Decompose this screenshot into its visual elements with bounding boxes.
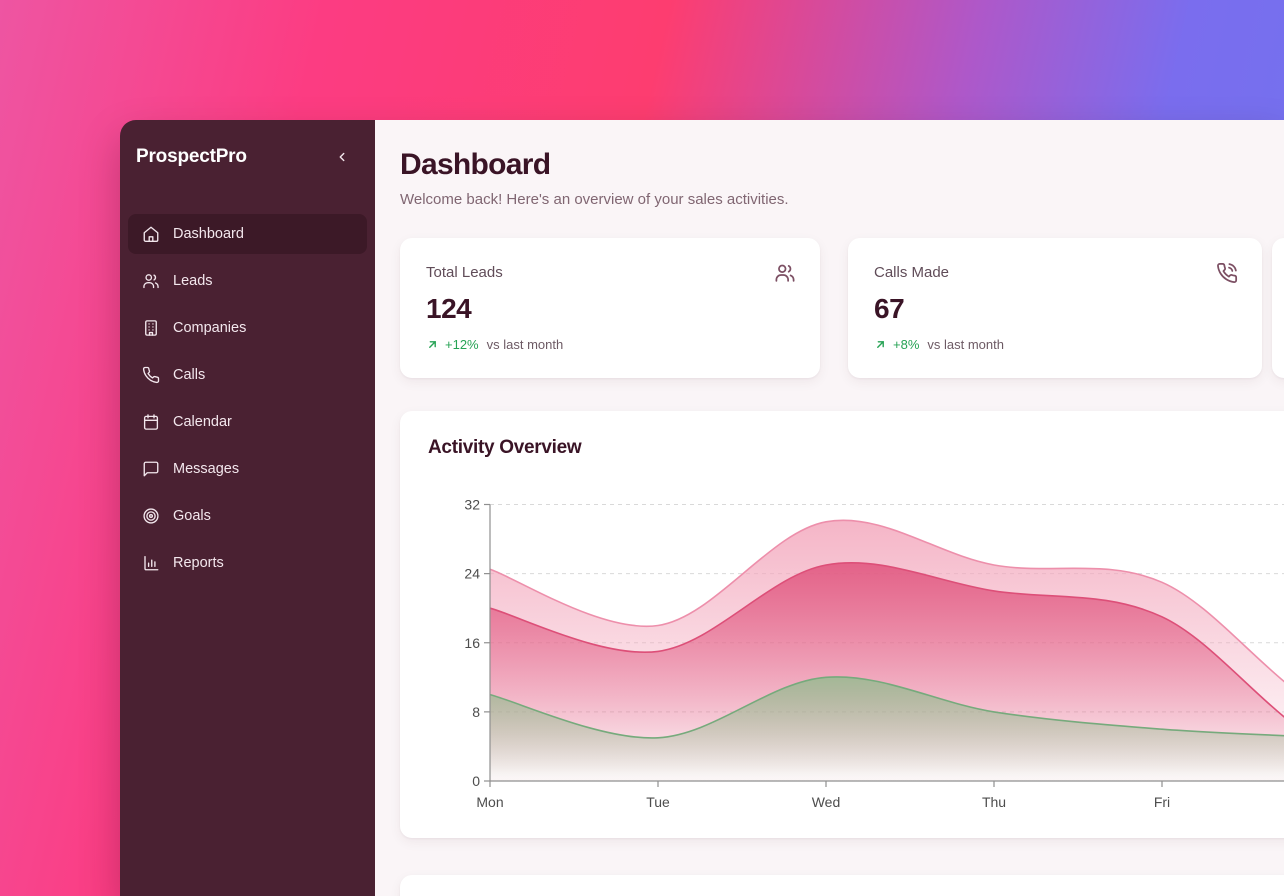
stat-card-label: Calls Made [874,264,950,281]
chart-card: Activity Overview 0 8 16 24 32 Mon Tue Wed Thu Fr… [400,411,1284,838]
x-tick-label: Tue [646,794,670,810]
users-icon [142,272,160,290]
area-inner-green-area [490,676,1284,781]
stat-card-value: 124 [426,293,472,324]
stat-card-label: Total Leads [426,264,503,281]
x-tick-label: Thu [982,794,1006,810]
sidebar-item-label: Messages [173,461,240,477]
app-logo: ProspectPro [136,146,247,167]
calendar-icon [142,413,160,431]
stat-card-calls-made: Calls Made 67 +8% vs last month [848,238,1262,378]
activity-overview-chart: 08162432MonTueWedThuFriSatSun [464,497,1284,810]
y-tick-label: 32 [464,497,480,513]
page-subtitle: Welcome back! Here's an overview of your… [400,191,789,208]
stat-card-change: +12% [445,337,479,352]
sidebar-item-label: Leads [173,273,213,289]
trend-up-icon [874,338,887,351]
sidebar-item-label: Calendar [173,414,232,430]
sidebar-item-companies[interactable]: Companies [128,308,367,348]
phone-icon [142,366,160,384]
phone-call-icon [1216,262,1238,284]
next-card-partial [400,875,1284,896]
sidebar-item-goals[interactable]: Goals [128,496,367,536]
x-tick-label: Wed [812,794,841,810]
y-tick-label: 8 [472,704,480,720]
y-tick-label: 16 [464,635,480,651]
bar-chart-icon [142,554,160,572]
collapse-sidebar-button[interactable] [333,148,351,166]
stat-card-value: 67 [874,293,905,324]
sidebar-nav: Dashboard Leads Companies Calls [128,214,367,583]
stat-card-change: +8% [893,337,920,352]
main-content: Dashboard Welcome back! Here's an overvi… [375,120,1284,896]
stat-card-change-note: vs last month [927,337,1004,352]
sidebar-item-calendar[interactable]: Calendar [128,402,367,442]
trend-up-icon [426,338,439,351]
sidebar-item-messages[interactable]: Messages [128,449,367,489]
y-tick-label: 0 [472,773,480,789]
line-inner-green-area [489,676,1284,739]
sidebar-item-reports[interactable]: Reports [128,543,367,583]
building-icon [142,319,160,337]
x-tick-label: Fri [1154,794,1170,810]
chart-title: Activity Overview [428,437,582,458]
line-outer-light-pink-area [489,519,1284,683]
y-tick-label: 24 [464,566,480,582]
sidebar-item-label: Dashboard [173,226,244,242]
users-icon [774,262,796,284]
x-tick-label: Mon [476,794,503,810]
target-icon [142,507,160,525]
stat-card-change-note: vs last month [486,337,564,352]
stat-card-partial [1272,238,1284,378]
chevron-left-icon [335,150,349,164]
sidebar: ProspectPro Dashboard Leads [120,120,375,896]
sidebar-item-label: Calls [173,367,206,383]
home-icon [142,225,160,243]
page-title: Dashboard [400,148,551,181]
line-middle-rose-area [489,562,1284,718]
sidebar-item-dashboard[interactable]: Dashboard [128,214,367,254]
message-square-icon [142,460,160,478]
sidebar-item-label: Goals [173,508,211,524]
sidebar-item-label: Companies [173,320,247,336]
sidebar-item-leads[interactable]: Leads [128,261,367,301]
stats-row: Total Leads 124 +12% vs last month Calls [400,238,1284,378]
sidebar-item-label: Reports [173,555,224,571]
stat-card-total-leads: Total Leads 124 +12% vs last month [400,238,820,378]
sidebar-item-calls[interactable]: Calls [128,355,367,395]
sidebar-header: ProspectPro [128,146,367,168]
app-window: ProspectPro Dashboard Leads [120,120,1284,896]
